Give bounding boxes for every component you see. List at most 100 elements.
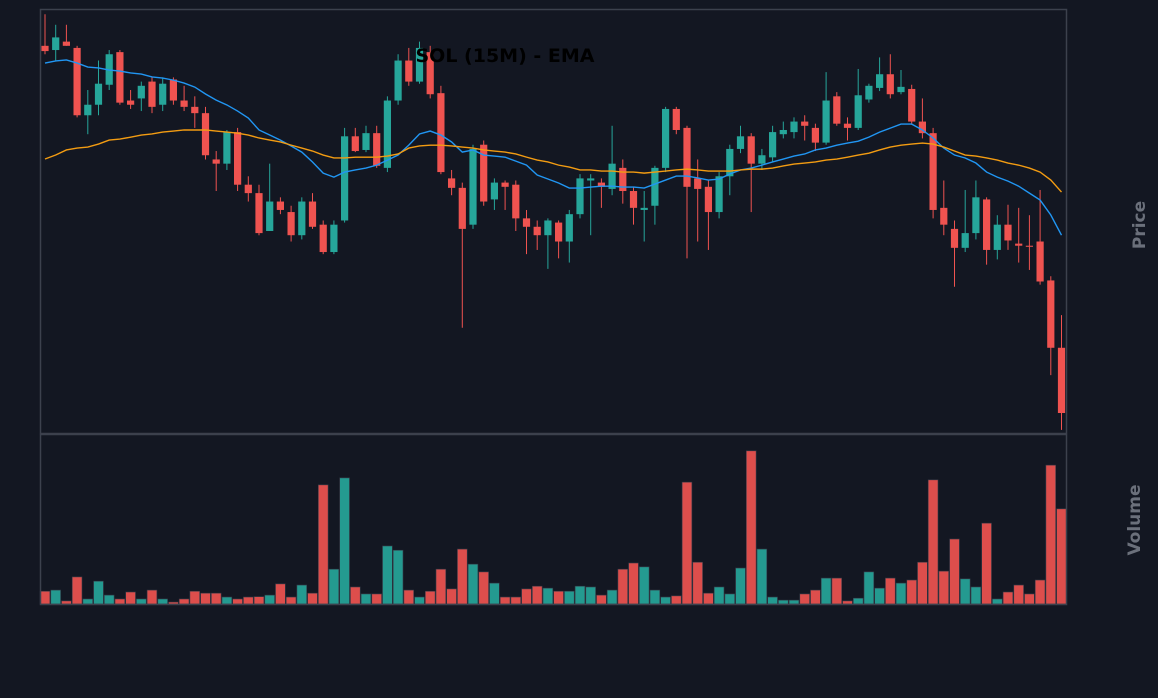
volume-bar [692, 561, 703, 605]
volume-bar [745, 450, 757, 605]
volume-bar [232, 598, 243, 605]
candle-body [865, 85, 873, 100]
volume-bar [553, 590, 564, 605]
volume-bar [703, 592, 714, 605]
candle-body [159, 83, 167, 105]
volume-bar [200, 592, 211, 605]
candle-body [201, 113, 210, 156]
volume-bar [938, 570, 950, 605]
volume-bar [424, 590, 436, 605]
volume-bar [671, 595, 682, 605]
volume-bar [852, 597, 864, 605]
candle-body [651, 167, 659, 206]
volume-bar [1056, 508, 1067, 605]
candle-body [843, 123, 852, 128]
volume-bar [992, 598, 1003, 605]
candle-body [993, 224, 1001, 250]
volume-bar [756, 548, 768, 605]
volume-bar [392, 549, 404, 605]
volume-bar [82, 598, 94, 605]
volume-bar [574, 585, 586, 605]
volume-bar [467, 563, 479, 605]
volume-bar [221, 596, 233, 605]
candle-body [929, 133, 937, 210]
volume-bar [435, 568, 447, 605]
candle-body [351, 136, 359, 152]
candle-body [298, 201, 306, 236]
volume-bar [339, 477, 350, 605]
candle-body [169, 79, 177, 101]
candle-body [394, 60, 402, 101]
candle-body [533, 226, 541, 236]
candle-body [266, 201, 274, 231]
volume-bar [168, 601, 179, 605]
volume-bar [521, 588, 532, 605]
candle-body [940, 207, 948, 225]
volume-bar [285, 596, 297, 605]
candle-body [255, 193, 263, 234]
volume-bar [713, 586, 725, 605]
candle-body [127, 100, 135, 105]
candle-body [512, 184, 520, 219]
volume-bar [885, 577, 896, 605]
volume-bar [253, 596, 265, 605]
volume-bar [660, 596, 671, 605]
candle-body [1025, 245, 1033, 247]
volume-bar [542, 587, 554, 605]
candle-body [362, 133, 370, 150]
candle-body [458, 187, 466, 229]
candle-body [1015, 243, 1023, 246]
volume-bar [39, 590, 51, 605]
volume-bar [906, 579, 917, 605]
candle-body [619, 167, 627, 192]
volume-bar [638, 566, 650, 605]
volume-bar [360, 593, 372, 605]
candle-body [276, 201, 284, 210]
volume-bar [114, 598, 126, 605]
candle-body [597, 182, 605, 187]
candle-body [426, 52, 434, 95]
candle-body [191, 106, 199, 114]
candle-body [854, 95, 862, 128]
volume-bar [820, 577, 832, 605]
volume-bar [767, 596, 778, 605]
y-axis-label: Price [1130, 201, 1150, 249]
candle-body [801, 121, 809, 126]
volume-bar [788, 599, 800, 605]
volume-bar [499, 596, 511, 605]
volume-bar [275, 583, 286, 605]
volume-bar [382, 545, 393, 605]
volume-bar [489, 582, 500, 605]
ema-line [44, 129, 1063, 193]
volume-bar [243, 596, 254, 605]
candle-body [1036, 241, 1044, 282]
ema-line [44, 59, 1063, 236]
volume-bar [350, 586, 361, 605]
volume-bar [874, 587, 885, 605]
volume-bar [799, 593, 810, 605]
volume-bar [1013, 584, 1024, 605]
volume-bar [927, 479, 939, 605]
candle-body [640, 207, 648, 210]
candle-body [726, 148, 734, 177]
candle-body [694, 178, 702, 189]
candle-body [1057, 347, 1066, 414]
candle-body [501, 182, 509, 187]
candle-body [448, 178, 456, 188]
candle-body [1047, 280, 1055, 348]
volume-bar [585, 586, 596, 605]
volume-bar [1045, 464, 1057, 605]
volume-bar [831, 577, 843, 605]
candle-body [180, 100, 188, 107]
volume-bar [510, 596, 521, 605]
candle-body [544, 220, 552, 236]
candle-body [908, 88, 916, 122]
volume-bar [328, 568, 340, 605]
candle-body [950, 228, 959, 248]
volume-bar [970, 586, 982, 605]
candle-body [405, 60, 413, 82]
candle-body [769, 132, 777, 158]
candle-body [629, 191, 638, 208]
candle-body [779, 129, 787, 135]
